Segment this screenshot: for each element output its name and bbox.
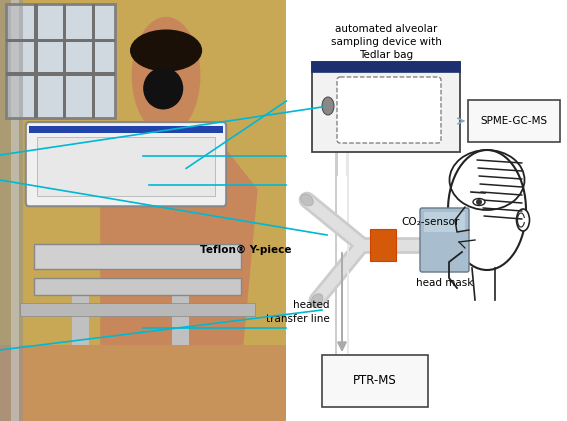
Bar: [35, 244, 240, 269]
Bar: [20, 303, 255, 316]
Text: Teflon® Y-piece: Teflon® Y-piece: [201, 245, 292, 255]
Bar: [6, 72, 115, 76]
Bar: [0, 345, 286, 421]
Text: PTR-MS: PTR-MS: [353, 375, 397, 387]
Ellipse shape: [311, 294, 323, 306]
Bar: [322, 355, 428, 407]
Bar: [11, 0, 19, 421]
Text: automated alveolar: automated alveolar: [335, 24, 437, 34]
Bar: [35, 278, 240, 295]
Bar: [468, 100, 560, 142]
Ellipse shape: [130, 29, 202, 72]
Bar: [6, 39, 115, 42]
Text: head mask: head mask: [416, 278, 473, 288]
Text: SPME-GC-MS: SPME-GC-MS: [480, 116, 548, 126]
Text: Tedlar bag: Tedlar bag: [359, 50, 413, 60]
Polygon shape: [100, 135, 257, 345]
Bar: [6, 4, 115, 118]
Ellipse shape: [473, 198, 485, 205]
Ellipse shape: [132, 17, 200, 135]
Text: heated: heated: [294, 300, 330, 310]
Ellipse shape: [301, 194, 314, 206]
FancyBboxPatch shape: [337, 77, 441, 143]
Text: CO₂-sensor: CO₂-sensor: [401, 217, 459, 227]
Ellipse shape: [517, 209, 530, 231]
Bar: [424, 212, 465, 232]
Ellipse shape: [143, 67, 183, 109]
Bar: [6, 4, 115, 118]
Bar: [312, 62, 460, 152]
Bar: [28, 126, 223, 133]
Ellipse shape: [448, 150, 526, 270]
Bar: [71, 286, 89, 345]
FancyBboxPatch shape: [26, 122, 226, 206]
Bar: [37, 137, 215, 196]
Text: transfer line: transfer line: [266, 314, 330, 324]
Bar: [63, 4, 66, 118]
Bar: [92, 4, 95, 118]
Bar: [172, 286, 189, 345]
Bar: [312, 62, 460, 72]
Ellipse shape: [476, 199, 482, 205]
Ellipse shape: [322, 97, 334, 115]
FancyBboxPatch shape: [420, 208, 469, 272]
Bar: [35, 4, 38, 118]
Bar: [370, 229, 396, 261]
Bar: [0, 0, 23, 421]
Text: sampling device with: sampling device with: [331, 37, 442, 47]
